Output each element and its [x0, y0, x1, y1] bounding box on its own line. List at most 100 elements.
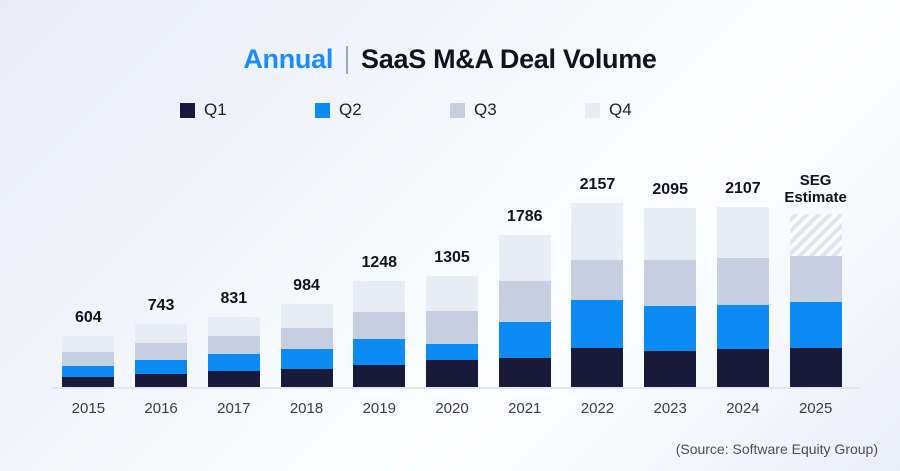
bar-segment-q3 [135, 343, 188, 360]
legend-swatch-q3-icon [450, 102, 465, 118]
bar-stack [62, 336, 115, 388]
x-axis-label-2016: 2016 [144, 400, 178, 417]
plot-area: 604 743 831 984 1248 1305 1786 2157 2095 2107 SEG E… [52, 118, 852, 388]
bar-segment-q1 [280, 369, 333, 388]
bar-segment-q2 [207, 354, 260, 372]
bar-segment-q2 [789, 302, 842, 348]
title-accent-text: Annual [243, 44, 334, 74]
bar-stack [789, 214, 842, 388]
x-axis-label-2018: 2018 [289, 400, 324, 417]
bar-segment-q4 [62, 336, 115, 352]
bar-segment-q2 [498, 322, 551, 358]
bar-column-2024[interactable]: 2107 [716, 118, 769, 388]
legend-swatch-q4-icon [585, 102, 600, 118]
bar-column-2017[interactable]: 831 [207, 118, 260, 388]
bar-segment-q4-estimated [789, 214, 842, 256]
bar-segment-q3 [716, 258, 769, 305]
bar-segment-q2 [353, 338, 406, 365]
title-divider [346, 45, 349, 74]
legend-item-q2[interactable]: Q2 [315, 100, 450, 120]
bar-segment-q1 [571, 347, 624, 388]
bar-column-2018[interactable]: 984 [280, 118, 333, 388]
bar-stack [498, 234, 551, 388]
bar-column-2016[interactable]: 743 [135, 118, 188, 388]
bar-segment-q4 [135, 324, 188, 344]
legend-swatch-q1-icon [180, 102, 195, 118]
bar-segment-q3 [207, 336, 260, 354]
bar-segment-q3 [426, 310, 478, 344]
seg-estimate-line-1: SEG [799, 171, 832, 189]
bar-value-label: 604 [75, 309, 102, 327]
bar-value-label: 1248 [361, 253, 398, 271]
seg-estimate-annotation: SEG Estimate [784, 172, 847, 207]
bar-segment-q3 [644, 259, 697, 307]
legend-label: Q2 [339, 100, 362, 119]
bar-stack [644, 208, 697, 388]
bar-segment-q4 [644, 208, 697, 260]
bar-segment-q1 [353, 364, 406, 388]
bar-segment-q3 [571, 259, 624, 300]
bar-segment-q1 [207, 371, 260, 388]
bar-segment-q4 [353, 280, 406, 312]
x-axis: 2015 2016 2017 2018 2019 2020 2021 2022 2023 2024… [52, 400, 852, 424]
bar-column-2025[interactable]: SEG Estimate [784, 118, 847, 388]
bar-segment-q1 [426, 360, 478, 388]
bar-value-label: 2095 [652, 181, 688, 199]
legend-item-q4[interactable]: Q4 [585, 100, 720, 120]
bar-column-2021[interactable]: 1786 [498, 118, 551, 388]
bar-stack [207, 316, 260, 388]
bar-column-2020[interactable]: 1305 [426, 118, 478, 388]
bar-segment-q4 [498, 234, 551, 282]
bar-stack [571, 202, 624, 388]
legend-label: Q4 [609, 100, 632, 119]
bar-value-label: 1786 [506, 207, 543, 225]
x-axis-label-2024: 2024 [726, 400, 760, 417]
bar-segment-q2 [644, 306, 697, 351]
title-main-text: SaaS M&A Deal Volume [361, 44, 657, 74]
seg-estimate-line-2: Estimate [784, 189, 847, 207]
legend-item-q3[interactable]: Q3 [450, 100, 585, 120]
bar-stack [135, 324, 188, 388]
bar-segment-q3 [498, 281, 551, 323]
x-axis-label-2022: 2022 [580, 400, 615, 417]
x-axis-label-2019: 2019 [362, 400, 396, 417]
bar-segment-q2 [426, 343, 478, 361]
x-axis-label-2020: 2020 [435, 400, 469, 417]
bar-value-label: 1305 [434, 249, 470, 267]
source-note: (Source: Software Equity Group) [675, 441, 878, 457]
bar-segment-q2 [280, 349, 333, 370]
x-axis-label-2015: 2015 [71, 400, 106, 417]
legend-label: Q3 [474, 100, 497, 119]
bar-column-2023[interactable]: 2095 [644, 118, 697, 388]
bar-segment-q2 [716, 304, 769, 350]
bar-segment-q1 [789, 347, 842, 388]
bar-segment-q3 [62, 351, 115, 366]
bar-column-2019[interactable]: 1248 [353, 118, 406, 388]
bar-segment-q1 [62, 376, 115, 388]
legend-item-q1[interactable]: Q1 [180, 100, 315, 120]
bar-segment-q2 [135, 359, 188, 375]
bar-column-2015[interactable]: 604 [62, 118, 115, 388]
x-axis-label-2025: 2025 [798, 400, 833, 417]
bar-stack [426, 276, 478, 388]
bar-segment-q4 [426, 276, 478, 311]
bar-segment-q4 [571, 202, 624, 260]
bar-segment-q4 [716, 207, 769, 259]
x-axis-label-2023: 2023 [653, 400, 687, 417]
bar-segment-q1 [135, 374, 188, 388]
bar-value-label: 831 [220, 289, 248, 307]
axis-baseline [52, 387, 860, 389]
bar-value-label: 743 [147, 297, 175, 315]
bar-segment-q3 [789, 255, 842, 303]
bar-segment-q2 [62, 365, 115, 377]
bar-segment-q3 [353, 311, 406, 339]
bar-segment-q4 [207, 316, 260, 337]
bar-segment-q3 [280, 327, 333, 350]
bar-column-2022[interactable]: 2157 [571, 118, 624, 388]
chart-title: Annual SaaS M&A Deal Volume [0, 44, 900, 75]
legend-label: Q1 [204, 100, 227, 119]
bar-segment-q4 [280, 303, 333, 328]
bar-segment-q1 [716, 349, 769, 388]
bar-segment-q2 [571, 299, 624, 348]
